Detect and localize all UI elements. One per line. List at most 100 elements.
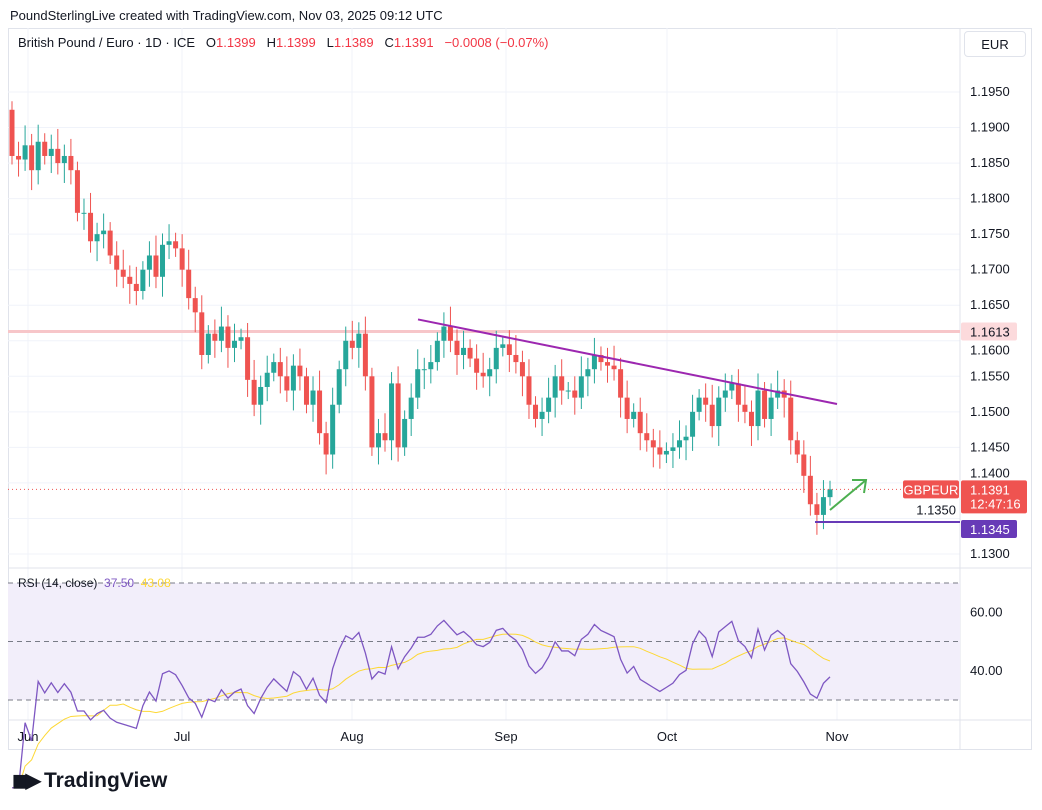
candle-body — [408, 397, 414, 419]
candle-body — [310, 390, 316, 405]
candle-body — [199, 312, 205, 355]
candle-body — [297, 365, 303, 377]
candle-body — [762, 390, 768, 419]
candle-body — [657, 447, 663, 455]
candle-body — [572, 390, 578, 398]
price-tick-label: 1.1800 — [970, 191, 1010, 206]
candle-body — [290, 365, 296, 391]
price-tick-label: 1.1550 — [970, 368, 1010, 383]
candle-body — [591, 354, 597, 370]
candle-body — [421, 369, 427, 371]
candle-body — [794, 440, 800, 455]
candle-body — [42, 141, 48, 156]
candle-body — [323, 433, 329, 455]
candle-body — [742, 404, 748, 412]
candle-body — [140, 269, 146, 292]
candle-body — [807, 475, 813, 505]
symbol-tag: GBPEUR — [904, 482, 959, 497]
candle-body — [317, 390, 323, 434]
rsi-legend: RSI (14, close) 37.50 43.08 — [18, 576, 171, 590]
candle-body — [356, 333, 362, 348]
candle-body — [703, 397, 709, 405]
time-tick-label: Sep — [494, 729, 517, 744]
candle-body — [447, 326, 453, 341]
candle-body — [493, 347, 499, 370]
open-value: 1.1399 — [215, 35, 256, 50]
candle-body — [474, 358, 480, 373]
candle-body — [559, 376, 565, 391]
candle-body — [729, 383, 735, 391]
candle-body — [277, 362, 283, 377]
rsi-ma-line — [12, 633, 831, 789]
candle-body — [415, 369, 421, 398]
candle-body — [670, 447, 676, 451]
candle-body — [395, 383, 401, 448]
countdown-timer: 12:47:16 — [970, 496, 1021, 511]
candle-body — [94, 234, 100, 242]
candle-body — [820, 497, 826, 515]
candle-body — [336, 369, 342, 405]
candle-body — [382, 433, 388, 441]
candle-body — [166, 241, 172, 245]
candle-body — [127, 276, 133, 284]
candle-body — [218, 326, 224, 341]
price-tick-label: 1.1650 — [970, 297, 1010, 312]
candle-body — [22, 145, 28, 160]
candle-body — [775, 390, 781, 398]
candle-body — [343, 340, 349, 370]
tradingview-logo[interactable]: ◼▶ TradingView — [12, 768, 167, 793]
time-tick-label: Oct — [657, 729, 678, 744]
candle-body — [101, 230, 107, 235]
candle-body — [231, 340, 237, 348]
candle-body — [153, 255, 159, 277]
candle-body — [48, 148, 54, 156]
price-tick-label: 1.1500 — [970, 404, 1010, 419]
candle-body — [748, 411, 754, 427]
candle-body — [598, 354, 604, 363]
rsi-band — [8, 583, 960, 700]
candle-body — [631, 411, 637, 419]
candle-body — [205, 333, 211, 355]
low-label: L — [326, 35, 334, 50]
candle-body — [441, 326, 447, 341]
candle-body — [303, 376, 309, 405]
candle-body — [605, 362, 611, 366]
chart-frame — [8, 28, 1032, 750]
candle-body — [506, 344, 512, 355]
high-label: H — [266, 35, 276, 50]
tradingview-logo-text: TradingView — [43, 768, 168, 792]
candle-body — [454, 340, 460, 355]
candle-body — [539, 411, 545, 419]
candle-body — [578, 376, 584, 398]
candle-body — [192, 298, 198, 313]
price-tick-label: 1.1350 — [916, 502, 956, 517]
time-tick-label: Jul — [174, 729, 191, 744]
change-value: −0.0008 (−0.07%) — [444, 35, 549, 50]
arrow-head-icon — [852, 479, 868, 494]
candle-body — [29, 145, 35, 171]
candle-body — [238, 337, 244, 341]
candle-body — [35, 141, 41, 171]
price-tick-label: 1.1400 — [970, 465, 1010, 480]
candle-body — [644, 433, 650, 441]
candle-body — [618, 369, 624, 398]
candle-body — [114, 255, 120, 270]
candle-body — [467, 347, 473, 359]
candle-body — [284, 376, 290, 391]
candle-body — [683, 436, 689, 441]
symbol-title[interactable]: British Pound / Euro · 1D · ICE — [18, 35, 196, 50]
credit-text: PoundSterlingLive created with TradingVi… — [10, 8, 443, 23]
candle-body — [650, 440, 656, 448]
candle-body — [487, 369, 493, 377]
rsi-label[interactable]: RSI (14, close) — [18, 576, 98, 590]
rsi-value: 37.50 — [104, 576, 135, 590]
currency-button[interactable]: EUR — [964, 31, 1026, 57]
price-tick-label: 1.1750 — [970, 226, 1010, 241]
candle-body — [146, 255, 152, 270]
high-value: 1.1399 — [275, 35, 316, 50]
arrow-line — [829, 479, 867, 511]
support-badge-bg — [961, 520, 1017, 539]
candle-body — [533, 404, 539, 419]
candle-body — [513, 354, 519, 363]
